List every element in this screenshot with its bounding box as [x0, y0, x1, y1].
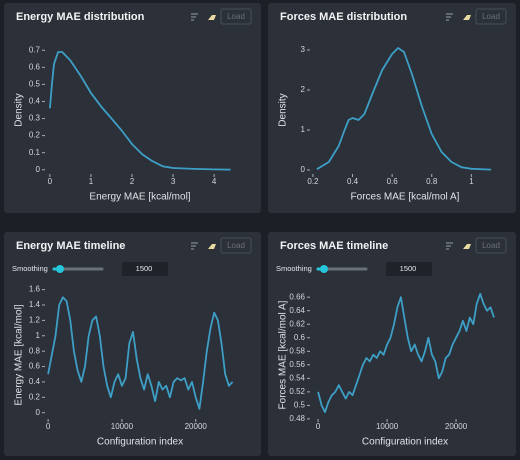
- load-button[interactable]: [220, 237, 252, 254]
- y-tick-label: 0.56: [289, 360, 305, 369]
- y-tick-label: 2: [301, 85, 306, 94]
- load-button-label: Load: [227, 241, 245, 250]
- data-line: [49, 51, 231, 171]
- x-tick-label: 1: [89, 177, 94, 186]
- load-button[interactable]: [475, 237, 507, 254]
- slider-thumb[interactable]: [56, 265, 64, 273]
- x-tick-label: 0: [46, 422, 51, 431]
- x-axis-label: Energy MAE [kcal/mol]: [89, 192, 190, 203]
- y-tick-label: 0.52: [289, 387, 305, 396]
- panel: [4, 3, 261, 213]
- brush-icon[interactable]: [463, 244, 471, 249]
- y-tick-label: 1.4: [29, 300, 41, 309]
- slider-thumb[interactable]: [320, 265, 328, 273]
- panel-title: Forces MAE timeline: [280, 240, 388, 252]
- y-tick-label: 0.64: [289, 306, 305, 315]
- y-tick-label: 0.62: [289, 319, 305, 328]
- filter-icon[interactable]: [191, 242, 198, 250]
- load-button[interactable]: [220, 8, 252, 25]
- y-tick-label: 0.5: [29, 79, 41, 88]
- y-tick-label: 0.58: [289, 346, 305, 355]
- y-tick-label: 0.6: [29, 362, 41, 371]
- x-tick-label: 0: [316, 422, 321, 431]
- panel-title: Forces MAE distribution: [280, 11, 407, 23]
- x-axis-label: Forces MAE [kcal/mol A]: [351, 192, 460, 203]
- y-tick-label: 0.1: [29, 148, 41, 157]
- data-line: [47, 296, 234, 410]
- y-tick-label: 0.4: [29, 97, 41, 106]
- panel-title: Energy MAE timeline: [16, 240, 125, 252]
- x-tick-label: 0.6: [387, 177, 399, 186]
- y-tick-label: 0.6: [29, 62, 41, 71]
- filter-icon[interactable]: [446, 242, 453, 250]
- load-button[interactable]: [475, 8, 507, 25]
- smoothing-input[interactable]: [386, 262, 432, 276]
- smoothing-label: Smoothing: [276, 264, 312, 273]
- y-tick-label: 0.2: [29, 392, 41, 401]
- x-tick-label: 20000: [185, 422, 208, 431]
- smoothing-input[interactable]: [122, 262, 168, 276]
- data-line: [316, 47, 492, 171]
- y-tick-label: 1: [36, 331, 41, 340]
- x-tick-label: 20000: [445, 422, 468, 431]
- filter-icon[interactable]: [446, 13, 453, 21]
- y-tick-label: 0.6: [294, 333, 306, 342]
- brush-icon[interactable]: [208, 244, 216, 249]
- smoothing-value: 1500: [136, 264, 153, 273]
- y-axis-label: Density: [278, 93, 289, 126]
- brush-icon[interactable]: [463, 15, 471, 20]
- y-tick-label: 0.48: [289, 414, 305, 423]
- x-tick-label: 3: [171, 177, 176, 186]
- y-tick-label: 0.7: [29, 45, 41, 54]
- y-tick-label: 3: [301, 45, 306, 54]
- y-tick-label: 0.4: [29, 377, 41, 386]
- smoothing-value: 1500: [400, 264, 417, 273]
- smoothing-label: Smoothing: [12, 264, 48, 273]
- y-tick-label: 0.66: [289, 292, 305, 301]
- x-tick-label: 4: [212, 177, 217, 186]
- y-axis-label: Forces MAE [kcal/mol A]: [278, 300, 289, 409]
- y-tick-label: 1.6: [29, 285, 41, 294]
- y-axis-label: Density: [14, 93, 25, 126]
- load-button-label: Load: [482, 241, 500, 250]
- data-line: [317, 292, 495, 413]
- y-tick-label: 1: [301, 125, 306, 134]
- load-button-label: Load: [227, 12, 245, 21]
- y-axis-label: Energy MAE [kcal/mol]: [14, 304, 25, 405]
- x-tick-label: 10000: [111, 422, 134, 431]
- y-tick-label: 0.3: [29, 114, 41, 123]
- panel-title: Energy MAE distribution: [16, 11, 145, 23]
- x-tick-label: 2: [130, 177, 135, 186]
- y-tick-label: 1.2: [29, 315, 41, 324]
- x-tick-label: 10000: [376, 422, 399, 431]
- x-axis-label: Configuration index: [362, 437, 448, 448]
- y-tick-label: 0: [301, 165, 306, 174]
- y-tick-label: 0.54: [289, 373, 305, 382]
- y-tick-label: 0: [36, 408, 41, 417]
- x-tick-label: 0.2: [307, 177, 319, 186]
- y-tick-label: 0.2: [29, 131, 41, 140]
- y-tick-label: 0: [36, 165, 41, 174]
- filter-icon[interactable]: [191, 13, 198, 21]
- y-tick-label: 0.5: [294, 400, 306, 409]
- x-tick-label: 1: [469, 177, 474, 186]
- x-tick-label: 0.4: [347, 177, 359, 186]
- brush-icon[interactable]: [208, 15, 216, 20]
- x-axis-label: Configuration index: [97, 437, 183, 448]
- x-tick-label: 0: [48, 177, 53, 186]
- load-button-label: Load: [482, 12, 500, 21]
- y-tick-label: 0.8: [29, 346, 41, 355]
- x-tick-label: 0.8: [426, 177, 438, 186]
